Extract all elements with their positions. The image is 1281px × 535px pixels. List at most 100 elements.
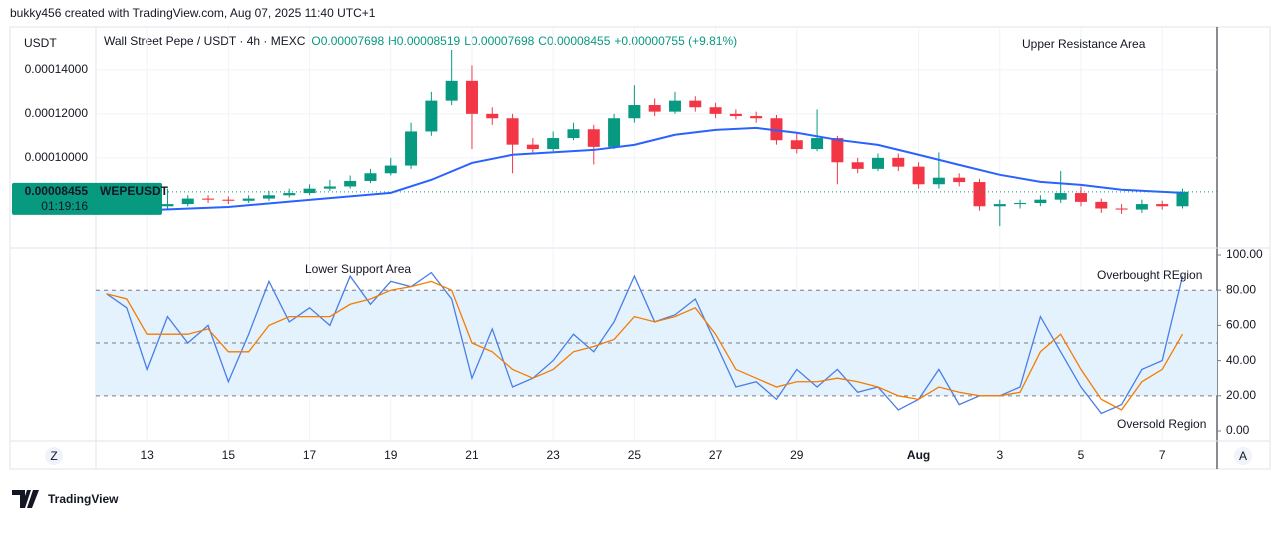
candle-body xyxy=(689,100,702,108)
moving-average xyxy=(106,126,1183,213)
candle-body xyxy=(750,116,763,119)
plot: 13 15 17 19 21 23 25 27 29 Aug 3 5 70.000100000.0001… xyxy=(12,28,1263,462)
x-tick-label: 17 xyxy=(303,448,317,462)
candle-body xyxy=(1156,204,1169,207)
candle-body xyxy=(1034,199,1047,203)
annotation: Lower Support Area xyxy=(305,262,411,276)
ohlc-low: L0.00007698 xyxy=(464,34,534,48)
y-tick-label: 60.00 xyxy=(1226,318,1256,332)
x-tick-label: 19 xyxy=(384,448,398,462)
candle-body xyxy=(262,195,275,199)
candle-body xyxy=(384,165,397,174)
candle-body xyxy=(871,157,884,169)
x-tick-label: 13 xyxy=(140,448,154,462)
y-tick-label: 40.00 xyxy=(1226,353,1256,367)
candle-body xyxy=(668,100,681,112)
countdown: 01:19:16 xyxy=(41,199,88,213)
y-tick-label: 20.00 xyxy=(1226,388,1256,402)
logo: TradingView xyxy=(12,490,119,508)
logo-icon xyxy=(12,490,39,508)
ohlc-change: +0.00000755 (+9.81%) xyxy=(614,34,737,48)
candle-body xyxy=(973,182,986,207)
symbol-title: Wall Street Pepe / USDT · 4h · MEXC xyxy=(104,34,306,48)
candle-body xyxy=(425,100,438,132)
candle-body xyxy=(709,107,722,114)
candle-body xyxy=(993,204,1006,207)
x-tick-label: 15 xyxy=(222,448,236,462)
candle-body xyxy=(1135,204,1148,210)
candle-body xyxy=(181,198,194,205)
currency: USDT xyxy=(24,36,57,50)
candle-body xyxy=(1074,193,1087,202)
candle-body xyxy=(323,186,336,189)
x-tick-label: 7 xyxy=(1159,448,1166,462)
candle-body xyxy=(344,180,357,187)
header: bukky456 created with TradingView.com, A… xyxy=(10,6,376,20)
candle-body xyxy=(303,188,316,194)
annotation: Oversold Region xyxy=(1117,417,1206,431)
candle-body xyxy=(811,138,824,150)
candle-body xyxy=(547,138,560,150)
candle-body xyxy=(567,129,580,139)
candle-body xyxy=(648,105,661,112)
button[interactable] xyxy=(1234,447,1252,465)
candle-body xyxy=(851,162,864,169)
x-tick-label: 5 xyxy=(1078,448,1085,462)
candle-body xyxy=(587,129,600,147)
y-tick-label: 100.00 xyxy=(1226,247,1263,261)
candle-body xyxy=(242,198,255,201)
rsi-line xyxy=(106,280,1184,411)
annotation: Upper Resistance Area xyxy=(1022,37,1146,51)
legend: Wall Street Pepe / USDT · 4h · MEXC O0.00… xyxy=(104,34,737,48)
candle-body xyxy=(953,177,966,183)
candle-body xyxy=(486,113,499,119)
ohlc-open: O0.00007698 xyxy=(311,34,384,48)
candle-body xyxy=(405,131,418,166)
candle-body xyxy=(1014,202,1027,205)
candle-body xyxy=(161,204,174,207)
last-price: 0.00008455 xyxy=(25,184,89,198)
x-tick-label: 25 xyxy=(628,448,642,462)
button-label[interactable]: A xyxy=(1239,449,1247,463)
ohlc-close: C0.00008455 xyxy=(538,34,610,48)
button-label[interactable]: Z xyxy=(50,449,57,463)
candle-body xyxy=(222,199,235,201)
candle-body xyxy=(364,173,377,181)
candle-body xyxy=(628,105,641,119)
x-tick-label: 27 xyxy=(709,448,723,462)
candle-body xyxy=(283,193,296,196)
y-tick-label: 0.00 xyxy=(1226,423,1250,437)
candle-body xyxy=(912,166,925,185)
candle-body xyxy=(770,118,783,141)
candle-body xyxy=(506,118,519,145)
x-tick-label: 3 xyxy=(996,448,1003,462)
candle-body xyxy=(1054,193,1067,200)
candle-body xyxy=(608,118,621,147)
symbol: WEPEUSDT xyxy=(100,184,169,198)
annotation: Overbought REgion xyxy=(1097,268,1202,282)
y-tick-label: 0.00014000 xyxy=(25,62,89,76)
candle-body xyxy=(1176,191,1189,207)
candle-body xyxy=(831,138,844,163)
rsi-line xyxy=(106,271,1184,415)
x-tick-label: Aug xyxy=(907,448,930,462)
candle-body xyxy=(526,144,539,150)
candle-body xyxy=(1115,208,1128,210)
candle-body xyxy=(729,113,742,117)
candle-body xyxy=(465,80,478,114)
candle-body xyxy=(445,80,458,101)
button[interactable] xyxy=(45,447,63,465)
x-tick-label: 23 xyxy=(546,448,560,462)
candle-body xyxy=(1095,201,1108,209)
y-tick-label: 0.00012000 xyxy=(25,106,89,120)
candle-body xyxy=(892,157,905,167)
x-tick-label: 21 xyxy=(465,448,479,462)
footer-logo: TradingView xyxy=(48,492,119,506)
y-tick-label: 80.00 xyxy=(1226,282,1256,296)
ohlc-high: H0.00008519 xyxy=(388,34,460,48)
candle-body xyxy=(932,177,945,185)
x-tick-label: 29 xyxy=(790,448,804,462)
candle-body xyxy=(202,198,215,200)
